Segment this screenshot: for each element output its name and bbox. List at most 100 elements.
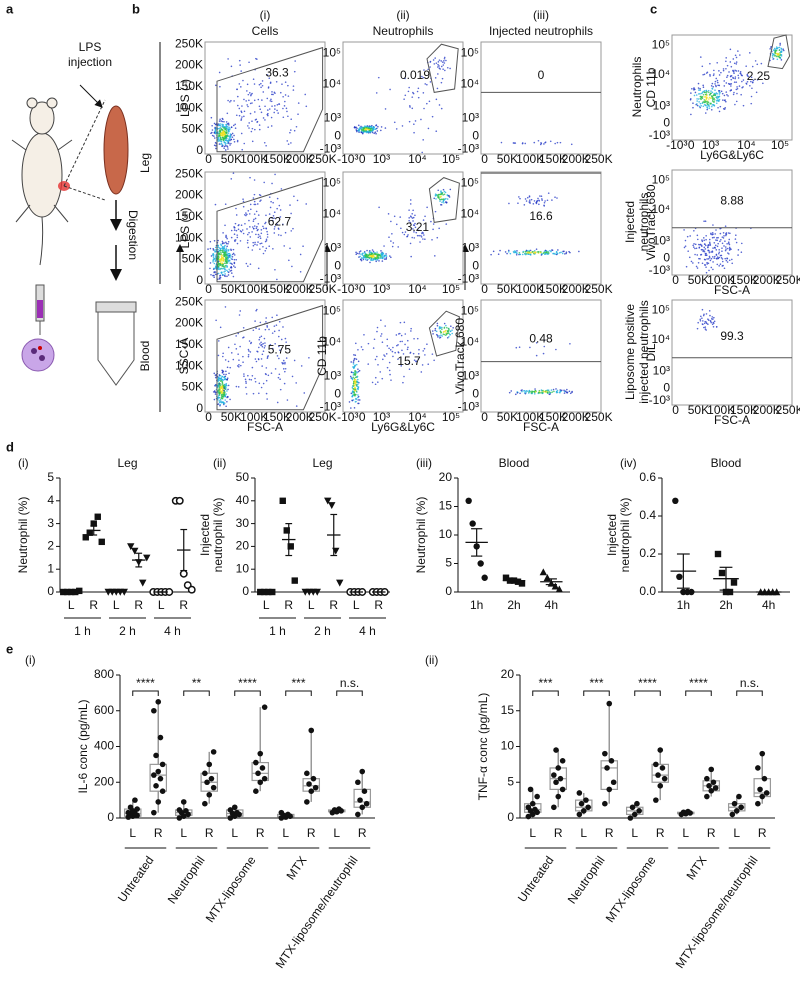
event-dot bbox=[359, 126, 361, 129]
event-dot bbox=[213, 137, 216, 139]
event-dot bbox=[289, 129, 292, 131]
event-dot bbox=[357, 399, 359, 401]
data-point bbox=[736, 793, 742, 800]
event-dot bbox=[441, 335, 444, 337]
event-dot bbox=[363, 333, 365, 336]
event-dot bbox=[237, 224, 240, 227]
event-dot bbox=[353, 391, 355, 394]
event-dot bbox=[703, 101, 706, 103]
event-dot bbox=[264, 328, 267, 331]
event-dot bbox=[720, 257, 723, 259]
event-dot bbox=[279, 388, 282, 391]
event-dot bbox=[732, 93, 735, 96]
event-dot bbox=[530, 198, 533, 201]
event-dot bbox=[556, 197, 558, 199]
x-tick-label: 200K bbox=[286, 282, 314, 296]
event-dot bbox=[221, 144, 224, 146]
event-dot bbox=[716, 245, 719, 248]
group-label: 4 h bbox=[359, 624, 376, 638]
y-tick-label: 10⁴ bbox=[322, 335, 341, 349]
event-dot bbox=[363, 127, 366, 130]
data-point bbox=[477, 560, 484, 567]
event-dot bbox=[557, 249, 559, 251]
event-dot bbox=[693, 243, 695, 245]
event-dot bbox=[409, 215, 412, 217]
gate-value: 99.3 bbox=[720, 329, 744, 343]
x-tick-label: L bbox=[529, 826, 536, 840]
x-axis-label: FSC-A bbox=[714, 413, 750, 427]
event-dot bbox=[705, 234, 707, 237]
gate-value: 16.6 bbox=[529, 209, 553, 223]
event-dot bbox=[274, 368, 277, 370]
event-dot bbox=[257, 267, 260, 270]
event-dot bbox=[713, 92, 716, 95]
x-tick-label: 200K bbox=[753, 403, 781, 417]
y-tick-label: 10⁵ bbox=[652, 38, 670, 52]
x-tick-label: L bbox=[68, 598, 75, 612]
event-dot bbox=[225, 242, 228, 245]
event-dot bbox=[417, 229, 420, 232]
event-dot bbox=[442, 199, 445, 202]
event-dot bbox=[372, 127, 374, 129]
event-dot bbox=[259, 343, 261, 345]
y-tick-label: 10³ bbox=[324, 368, 341, 382]
y-tick-label: 800 bbox=[94, 667, 114, 681]
event-dot bbox=[722, 69, 725, 72]
event-dot bbox=[380, 129, 382, 132]
event-dot bbox=[777, 52, 779, 55]
y-tick-label: 0 bbox=[472, 128, 479, 142]
event-dot bbox=[266, 233, 269, 236]
event-dot bbox=[779, 42, 781, 45]
event-dot bbox=[693, 87, 695, 89]
data-point bbox=[210, 784, 217, 791]
event-dot bbox=[287, 95, 290, 97]
event-dot bbox=[357, 383, 359, 386]
event-dot bbox=[446, 330, 449, 332]
event-dot bbox=[539, 392, 541, 394]
event-dot bbox=[397, 246, 400, 248]
event-dot bbox=[408, 368, 411, 371]
event-dot bbox=[445, 197, 447, 200]
event-dot bbox=[224, 395, 227, 398]
event-dot bbox=[774, 51, 776, 54]
data-point bbox=[279, 497, 286, 504]
x-tick-label: L bbox=[180, 826, 187, 840]
event-dot bbox=[352, 399, 355, 401]
x-tick-label: R bbox=[758, 826, 767, 840]
event-dot bbox=[372, 250, 375, 253]
group-label: 1 h bbox=[74, 624, 91, 638]
event-dot bbox=[226, 275, 228, 278]
gate-value: 0.48 bbox=[529, 331, 553, 345]
event-dot bbox=[265, 321, 267, 323]
event-dot bbox=[735, 88, 738, 91]
event-dot bbox=[444, 69, 446, 72]
event-dot bbox=[213, 267, 215, 270]
event-dot bbox=[258, 105, 261, 108]
group-label: Neutrophil bbox=[565, 854, 608, 907]
event-dot bbox=[692, 102, 694, 104]
event-dot bbox=[775, 46, 778, 48]
event-dot bbox=[372, 259, 374, 262]
event-dot bbox=[697, 321, 699, 324]
event-dot bbox=[523, 204, 526, 206]
event-dot bbox=[717, 236, 719, 239]
x-tick-label: R bbox=[134, 598, 143, 612]
data-point bbox=[629, 804, 636, 811]
event-dot bbox=[252, 244, 255, 247]
significance-bracket bbox=[336, 690, 363, 696]
panel-label: b bbox=[132, 1, 140, 16]
event-dot bbox=[550, 389, 553, 391]
event-dot bbox=[716, 263, 719, 266]
event-dot bbox=[246, 83, 249, 86]
event-dot bbox=[696, 238, 699, 241]
event-dot bbox=[440, 81, 443, 84]
event-dot bbox=[539, 251, 542, 254]
event-dot bbox=[235, 348, 238, 350]
event-dot bbox=[235, 207, 237, 210]
event-dot bbox=[355, 398, 357, 400]
event-dot bbox=[559, 141, 562, 144]
event-dot bbox=[251, 102, 253, 104]
data-point bbox=[708, 766, 715, 773]
x-tick-label: R bbox=[656, 826, 665, 840]
event-dot bbox=[243, 115, 245, 118]
